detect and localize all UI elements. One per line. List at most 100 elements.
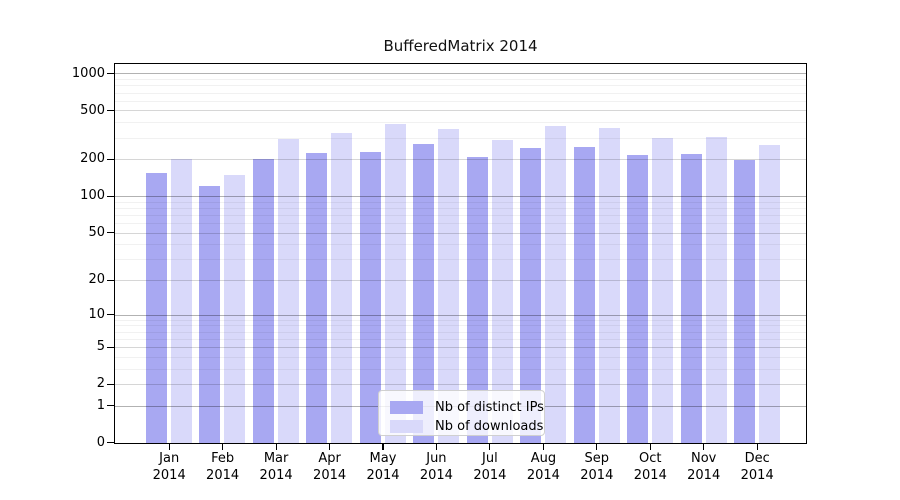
bar-distinct-ips-nov [680,153,702,443]
gridline-800 [115,85,806,87]
gridline-500 [115,110,806,112]
y-tick-1000 [107,73,114,75]
y-tick-label-2: 2 [96,376,105,392]
y-tick-label-5: 5 [96,339,105,355]
x-tick-sep [596,444,598,450]
year-label: 2014 [687,467,721,483]
y-tick-2 [107,383,114,385]
x-tick-label-dec: Dec 2014 [725,451,789,484]
x-tick-label-apr: Apr 2014 [298,451,362,484]
gridline-50 [115,232,806,234]
y-tick-label-500: 500 [80,102,105,118]
month-label: Jan [159,451,180,466]
month-label: Aug [530,451,557,466]
legend-label-downloads: Nb of downloads [435,418,544,434]
x-tick-apr [328,444,331,450]
legend-item-downloads: Nb of downloads [390,417,544,435]
bar-distinct-ips-dec [733,159,755,443]
bar-distinct-ips-jul [466,157,488,443]
x-tick-oct [649,444,651,450]
year-label: 2014 [152,467,186,483]
gridline-9 [115,319,806,321]
month-label: Feb [211,451,235,466]
bar-downloads-sep [598,128,620,443]
x-tick-label-feb: Feb 2014 [191,451,255,484]
bar-distinct-ips-aug [520,148,542,443]
gridline-6 [115,338,806,340]
x-tick-dec [756,444,758,450]
month-label: Jun [426,451,447,466]
gridline-80 [115,207,806,209]
year-label: 2014 [633,467,667,483]
month-label: Dec [744,451,770,466]
year-label: 2014 [526,467,560,483]
bar-distinct-ips-jun [413,143,435,443]
x-tick-label-sep: Sep 2014 [565,451,629,484]
gridline-3 [115,368,806,370]
x-tick-label-nov: Nov 2014 [672,451,736,484]
gridline-600 [115,100,806,102]
legend-label-distinct-ips: Nb of distinct IPs [435,399,544,415]
x-tick-may [382,444,384,450]
gridline-20 [115,279,806,281]
y-tick-label-10: 10 [88,306,105,322]
plot-area: Nb of distinct IPs Nb of downloads [114,63,807,444]
x-tick-feb [222,444,224,450]
x-tick-jul [489,444,491,450]
legend-item-distinct-ips: Nb of distinct IPs [390,398,544,416]
gridline-10 [115,314,806,316]
y-tick-0 [107,442,114,444]
bar-downloads-mar [277,138,299,443]
x-tick-label-jun: Jun 2014 [404,451,468,484]
bar-downloads-nov [705,137,727,443]
month-label: Jul [482,451,498,466]
x-tick-mar [275,444,277,450]
gridline-1000 [115,73,806,75]
x-tick-label-may: May 2014 [351,451,415,484]
gridline-90 [115,201,806,203]
x-tick-label-aug: Aug 2014 [511,451,575,484]
month-label: May [369,451,397,466]
month-label: Oct [639,451,662,466]
gridline-60 [115,222,806,224]
gridline-8 [115,325,806,327]
x-tick-label-jul: Jul 2014 [458,451,522,484]
x-tick-jan [168,444,170,450]
year-label: 2014 [313,467,347,483]
bar-distinct-ips-feb [199,186,221,443]
legend: Nb of distinct IPs Nb of downloads [378,390,545,436]
y-tick-5 [107,346,114,348]
bar-distinct-ips-apr [306,153,328,443]
bar-downloads-oct [652,137,674,443]
month-label: Apr [318,451,341,466]
y-tick-label-0: 0 [96,434,105,450]
year-label: 2014 [206,467,240,483]
y-tick-label-1: 1 [96,397,105,413]
bar-downloads-aug [545,126,567,443]
bar-distinct-ips-mar [252,158,274,443]
year-label: 2014 [473,467,507,483]
gridline-5 [115,346,806,348]
bar-downloads-jul [491,139,513,443]
gridline-400 [115,122,806,124]
x-tick-label-oct: Oct 2014 [618,451,682,484]
y-tick-label-200: 200 [80,151,105,167]
y-tick-200 [107,158,114,160]
gridline-700 [115,92,806,94]
year-label: 2014 [366,467,400,483]
month-label: Nov [691,451,717,466]
chart-title: BufferedMatrix 2014 [383,37,538,55]
bar-downloads-may [384,123,406,443]
y-tick-100 [107,195,114,197]
gridline-900 [115,79,806,80]
bar-downloads-jun [438,128,460,443]
y-tick-500 [107,110,114,112]
year-label: 2014 [740,467,774,483]
gridline-70 [115,214,806,216]
gridline-200 [115,159,806,161]
legend-swatch-downloads [390,419,423,433]
gridline-40 [115,244,806,246]
y-tick-label-100: 100 [80,188,105,204]
year-label: 2014 [580,467,614,483]
y-tick-10 [107,314,114,316]
